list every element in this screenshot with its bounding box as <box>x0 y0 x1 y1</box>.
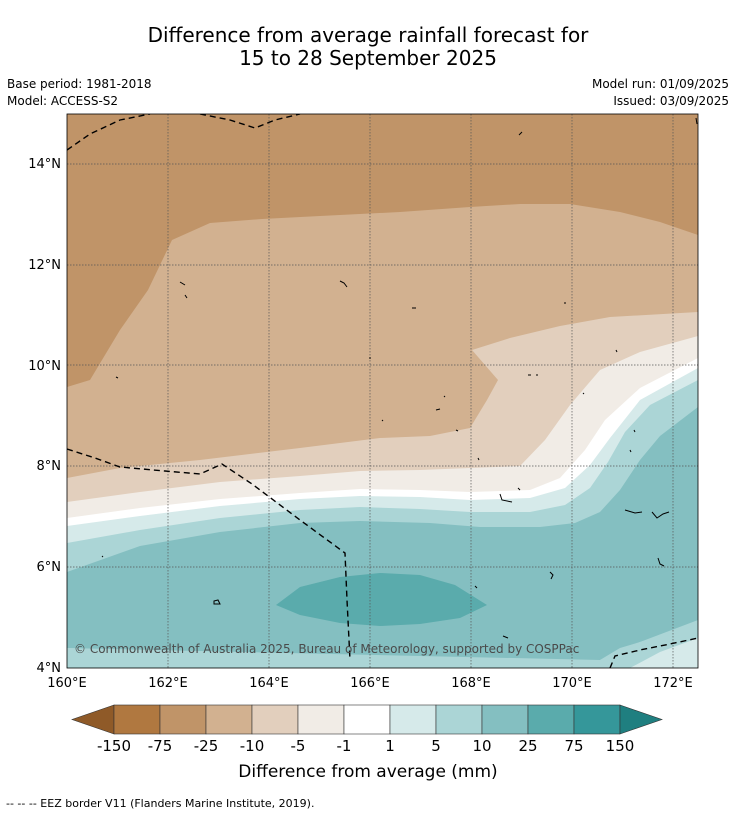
contour-bottom-5-to-10 <box>67 620 698 668</box>
colorbar-swatch <box>573 704 621 735</box>
colorbar-extend-low <box>71 704 115 735</box>
y-axis-labels: 4°N 6°N 8°N 10°N 12°N 14°N <box>28 157 61 676</box>
eez-border <box>67 114 698 668</box>
colorbar-label: 5 <box>431 737 441 755</box>
y-tick-label: 4°N <box>37 661 62 676</box>
x-tick-label: 166°E <box>350 676 390 691</box>
colorbar-label: 75 <box>564 737 583 755</box>
map-frame <box>66 113 699 669</box>
colorbar-label: 10 <box>472 737 491 755</box>
colorbar: -150 -75 -25 -10 -5 -1 1 5 10 25 75 150 <box>71 704 663 755</box>
x-tick-label: 162°E <box>148 676 188 691</box>
copyright-notice: © Commonwealth of Australia 2025, Bureau… <box>74 642 579 656</box>
base-period: Base period: 1981-2018 <box>7 77 152 91</box>
model-run: Model run: 01/09/2025 <box>591 77 729 91</box>
issued-date: Issued: 03/09/2025 <box>613 94 729 108</box>
x-tick-label: 170°E <box>552 676 592 691</box>
model-name: Model: ACCESS-S2 <box>7 94 119 108</box>
y-tick-label: 12°N <box>28 258 61 273</box>
colorbar-label: 1 <box>385 737 395 755</box>
colorbar-label: 25 <box>518 737 537 755</box>
gridlines <box>67 114 698 668</box>
colorbar-swatch <box>343 704 391 735</box>
contour-bottom-1-to-5 <box>630 638 698 668</box>
rainfall-contours <box>67 114 698 668</box>
colorbar-swatch <box>159 704 207 735</box>
x-axis-labels: 160°E 162°E 164°E 166°E 168°E 170°E 172°… <box>47 676 693 691</box>
colorbar-label: -75 <box>148 737 173 755</box>
islands <box>101 117 698 639</box>
colorbar-swatch <box>251 704 299 735</box>
x-tick-label: 164°E <box>249 676 289 691</box>
y-tick-label: 10°N <box>28 359 61 374</box>
contour-10-to-25 <box>67 407 698 660</box>
x-tick-label: 168°E <box>451 676 491 691</box>
contour-25-to-75 <box>276 573 487 626</box>
colorbar-label: -5 <box>291 737 306 755</box>
y-tick-label: 8°N <box>37 459 62 474</box>
y-tick-label: 6°N <box>37 560 62 575</box>
eez-legend-note: -- -- -- EEZ border V11 (Flanders Marine… <box>6 797 315 810</box>
colorbar-title: Difference from average (mm) <box>238 762 498 782</box>
colorbar-swatch <box>481 704 529 735</box>
x-tick-label: 160°E <box>47 676 87 691</box>
colorbar-swatch <box>297 704 345 735</box>
colorbar-swatch <box>389 704 437 735</box>
colorbar-label: -150 <box>97 737 131 755</box>
colorbar-swatch <box>435 704 483 735</box>
colorbar-label: 150 <box>606 737 635 755</box>
colorbar-swatch <box>205 704 253 735</box>
colorbar-label: -25 <box>194 737 219 755</box>
colorbar-swatch <box>527 704 575 735</box>
colorbar-label: -1 <box>337 737 352 755</box>
colorbar-extend-high <box>619 704 663 735</box>
colorbar-swatch <box>113 704 161 735</box>
y-tick-label: 14°N <box>28 157 61 172</box>
map-title-line2: 15 to 28 September 2025 <box>239 46 497 70</box>
colorbar-label: -10 <box>240 737 265 755</box>
x-tick-label: 172°E <box>653 676 693 691</box>
map-title-line1: Difference from average rainfall forecas… <box>147 23 589 47</box>
